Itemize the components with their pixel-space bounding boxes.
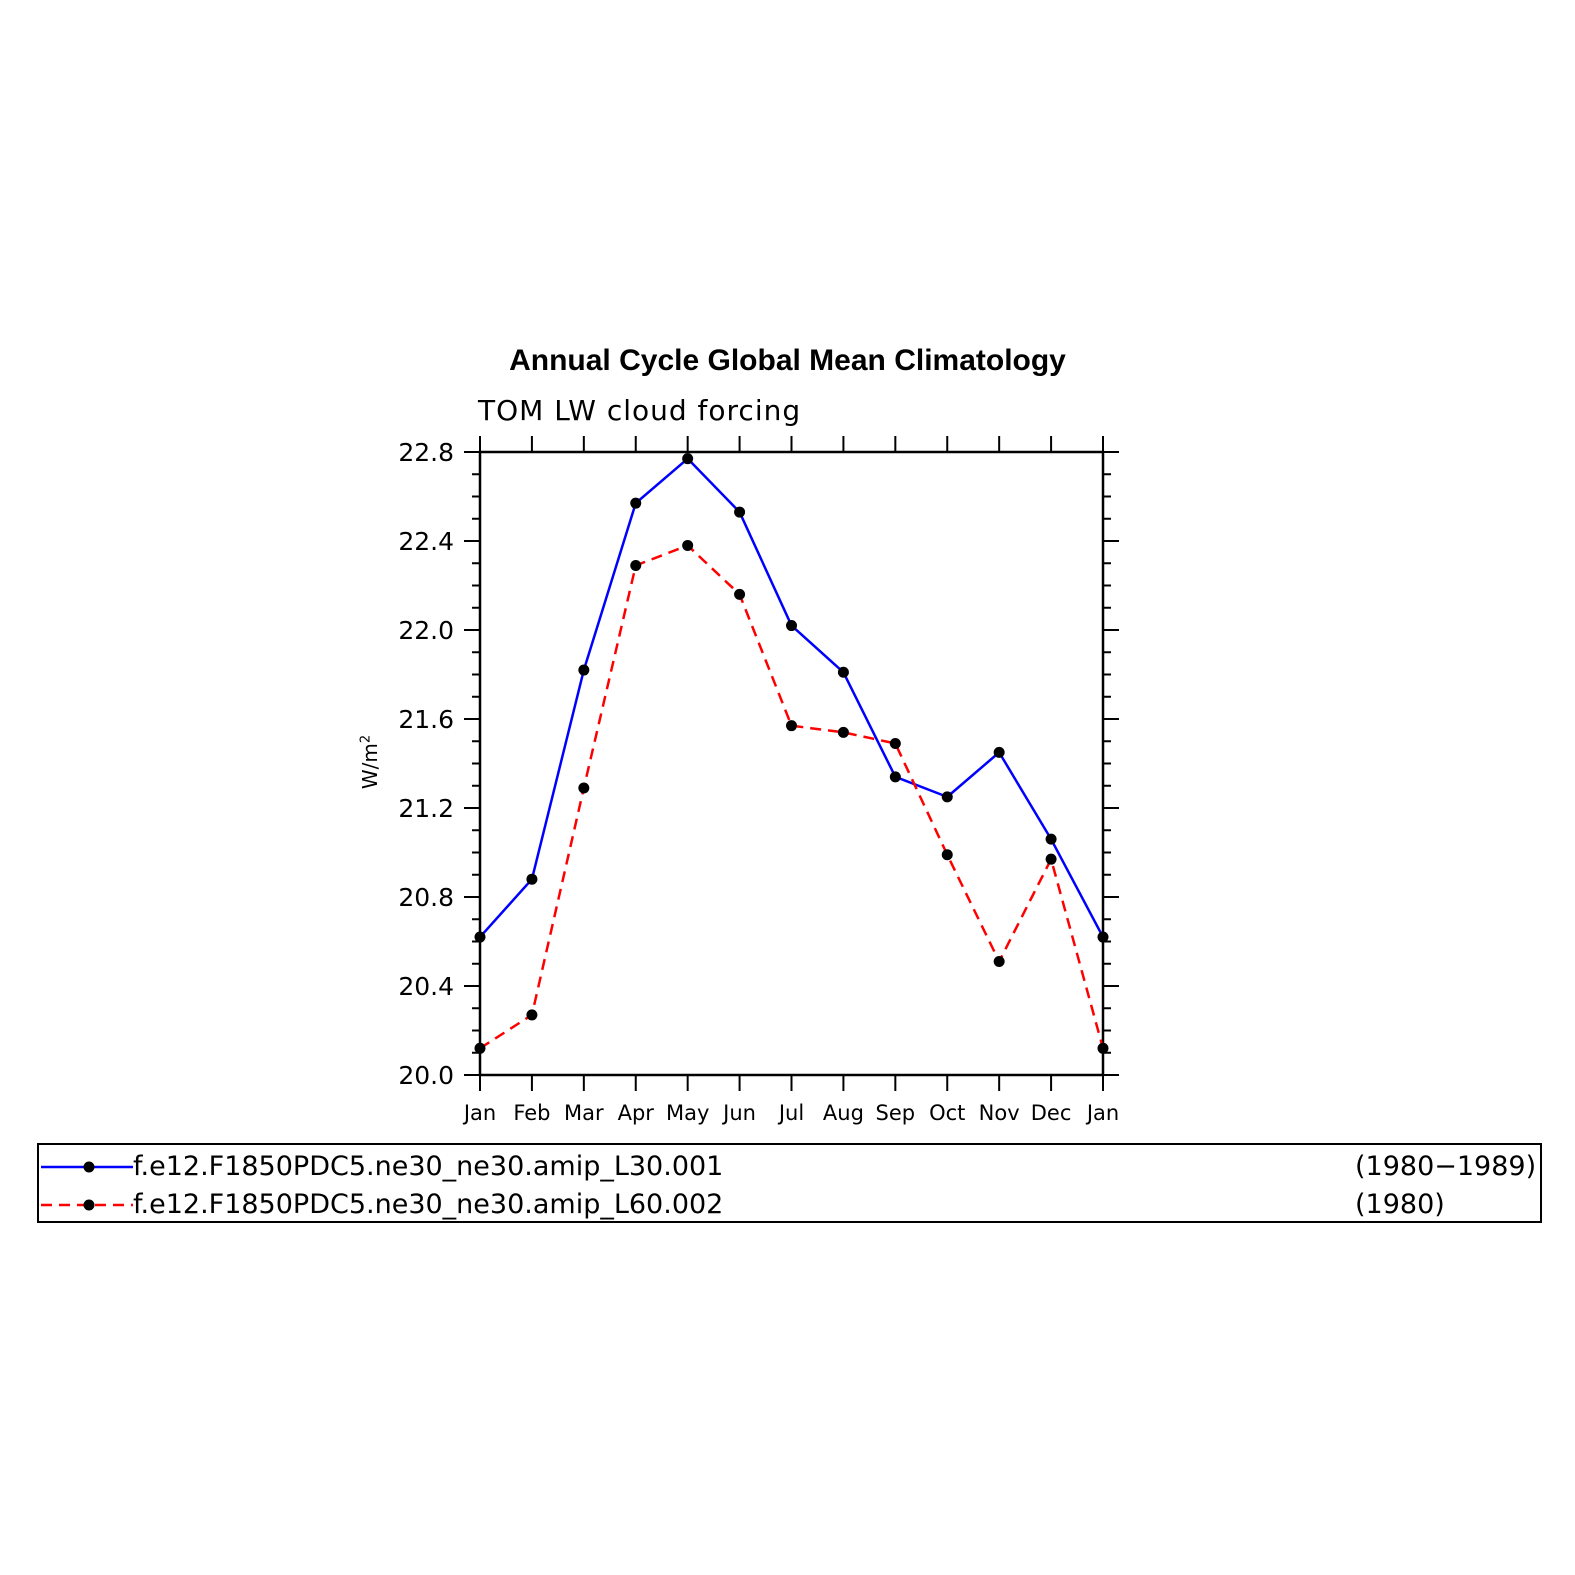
legend-period-1: (1980) [1355, 1189, 1445, 1220]
x-tick-label: Jun [721, 1101, 756, 1125]
series-0-point [734, 506, 746, 518]
series-0-point [889, 771, 901, 783]
x-tick-label: Oct [929, 1101, 965, 1125]
axes [464, 436, 1119, 1091]
legend-swatch-1 [41, 1199, 133, 1211]
legend-period-0: (1980−1989) [1355, 1151, 1537, 1182]
series-1-point [837, 726, 849, 738]
legend-marker-0 [83, 1161, 95, 1173]
series-0-point [837, 666, 849, 678]
y-tick-label: 22.8 [398, 438, 454, 467]
series-0-point [474, 931, 486, 943]
x-tick-label: Mar [564, 1101, 604, 1125]
series-1-point [1045, 853, 1057, 865]
legend-entry-1: f.e12.F1850PDC5.ne30_ne30.amip_L60.002 (… [39, 1187, 1540, 1223]
series-1-point [1097, 1042, 1109, 1054]
y-tick-label: 22.4 [398, 527, 454, 556]
series-0-point [1097, 931, 1109, 943]
series-1-point [630, 559, 642, 571]
series-1-point [578, 782, 590, 794]
series-layer [474, 453, 1109, 1054]
series-0-point [682, 453, 694, 465]
series-0-point [526, 873, 538, 885]
series-0-point [1045, 833, 1057, 845]
chart-subtitle: TOM LW cloud forcing [478, 394, 802, 427]
y-tick-label: 20.4 [398, 972, 454, 1001]
legend-label-0: f.e12.F1850PDC5.ne30_ne30.amip_L30.001 [133, 1151, 724, 1182]
legend: f.e12.F1850PDC5.ne30_ne30.amip_L30.001 (… [37, 1143, 1542, 1223]
series-1-point [734, 588, 746, 600]
x-tick-label: Aug [823, 1101, 864, 1125]
series-0-point [578, 664, 590, 676]
series-0-point [786, 620, 797, 632]
series-1-point [889, 737, 901, 749]
chart-title: Annual Cycle Global Mean Climatology [509, 344, 1066, 377]
legend-marker-1 [83, 1199, 95, 1211]
x-tick-label: Apr [618, 1101, 655, 1125]
series-1-point [993, 956, 1005, 968]
series-1-point [786, 720, 797, 732]
series-1-point [526, 1009, 538, 1021]
x-tick-label: May [666, 1101, 709, 1125]
tick-labels: 20.0 20.4 20.8 21.2 21.6 22.0 22.4 22.8 Jan Feb Ma… [398, 438, 1119, 1125]
legend-label-1: f.e12.F1850PDC5.ne30_ne30.amip_L60.002 [133, 1189, 724, 1220]
series-line-0 [479, 457, 1105, 938]
x-tick-label: Jan [462, 1101, 496, 1125]
series-0-point [941, 791, 953, 803]
x-tick-label: Jul [777, 1101, 804, 1125]
series-1-point [682, 539, 694, 551]
series-1-point [474, 1042, 486, 1054]
series-0-point [630, 497, 642, 509]
y-tick-label: 21.6 [398, 705, 454, 734]
x-tick-label: Dec [1031, 1101, 1072, 1125]
series-1-point [941, 849, 953, 861]
series-0-point [993, 746, 1005, 758]
y-tick-label: 20.0 [398, 1061, 454, 1090]
y-tick-label: 22.0 [398, 616, 454, 645]
x-tick-label: Feb [513, 1101, 550, 1125]
legend-swatch-0 [41, 1161, 133, 1173]
y-tick-label: 21.2 [398, 794, 454, 823]
x-tick-label: Nov [979, 1101, 1020, 1125]
y-tick-label: 20.8 [398, 883, 454, 912]
plot-frame [478, 450, 1105, 1077]
legend-entry-0: f.e12.F1850PDC5.ne30_ne30.amip_L30.001 (… [39, 1149, 1540, 1185]
x-tick-label: Sep [876, 1101, 916, 1125]
x-tick-label: Jan [1085, 1101, 1119, 1125]
